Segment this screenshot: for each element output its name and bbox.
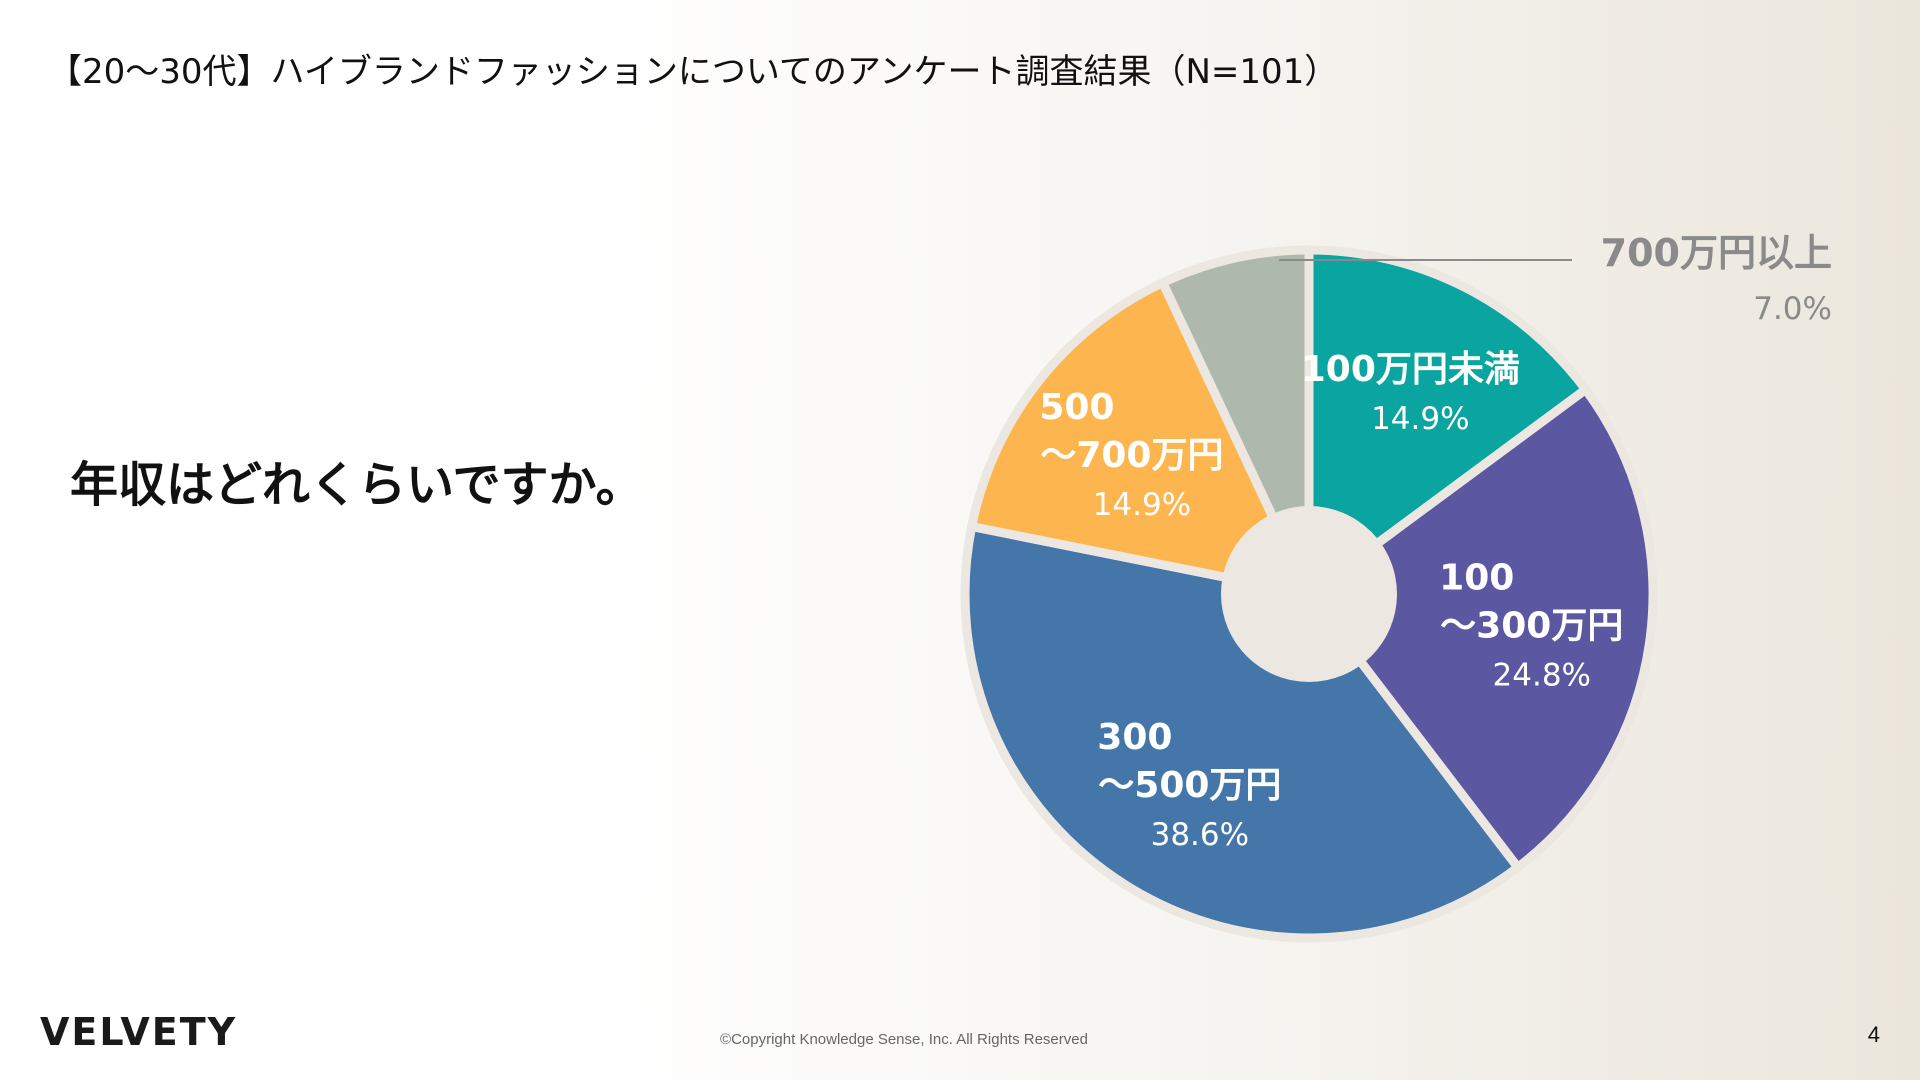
slice-label-1-line-0: 100	[1439, 558, 1514, 599]
donut-hole	[1221, 506, 1397, 682]
slice-percent-3: 14.9%	[1093, 487, 1191, 523]
page-title: 【20〜30代】ハイブランドファッションについてのアンケート調査結果（N=101…	[48, 52, 1339, 92]
slice-percent-4: 7.0%	[1753, 291, 1832, 327]
slice-percent-0: 14.9%	[1371, 401, 1469, 437]
brand-logo: VELVETY	[40, 1010, 238, 1054]
slice-label-1-line-1: 〜300万円	[1440, 606, 1623, 647]
slice-label-2-line-1: 〜500万円	[1098, 765, 1281, 806]
pie-slice-2	[960, 521, 1523, 943]
copyright-notice: ©Copyright Knowledge Sense, Inc. All Rig…	[720, 1031, 1088, 1048]
slice-label-2-line-0: 300	[1097, 717, 1172, 758]
slice-label-3-line-0: 500	[1039, 387, 1114, 428]
pie-slice-4	[1158, 245, 1314, 599]
slice-percent-1: 24.8%	[1493, 658, 1591, 694]
page-number: 4	[1867, 1022, 1880, 1047]
pie-slice-1	[1304, 385, 1658, 872]
pie-slice-3	[967, 278, 1314, 599]
slice-label-3-line-1: 〜700万円	[1040, 435, 1223, 476]
pie-slice-0	[1304, 245, 1591, 599]
slice-label-4: 700万円以上	[1601, 231, 1832, 275]
slice-label-0-line-0: 100万円未満	[1301, 349, 1520, 390]
slice-percent-2: 38.6%	[1151, 817, 1249, 853]
survey-question: 年収はどれくらいですか。	[70, 457, 644, 513]
